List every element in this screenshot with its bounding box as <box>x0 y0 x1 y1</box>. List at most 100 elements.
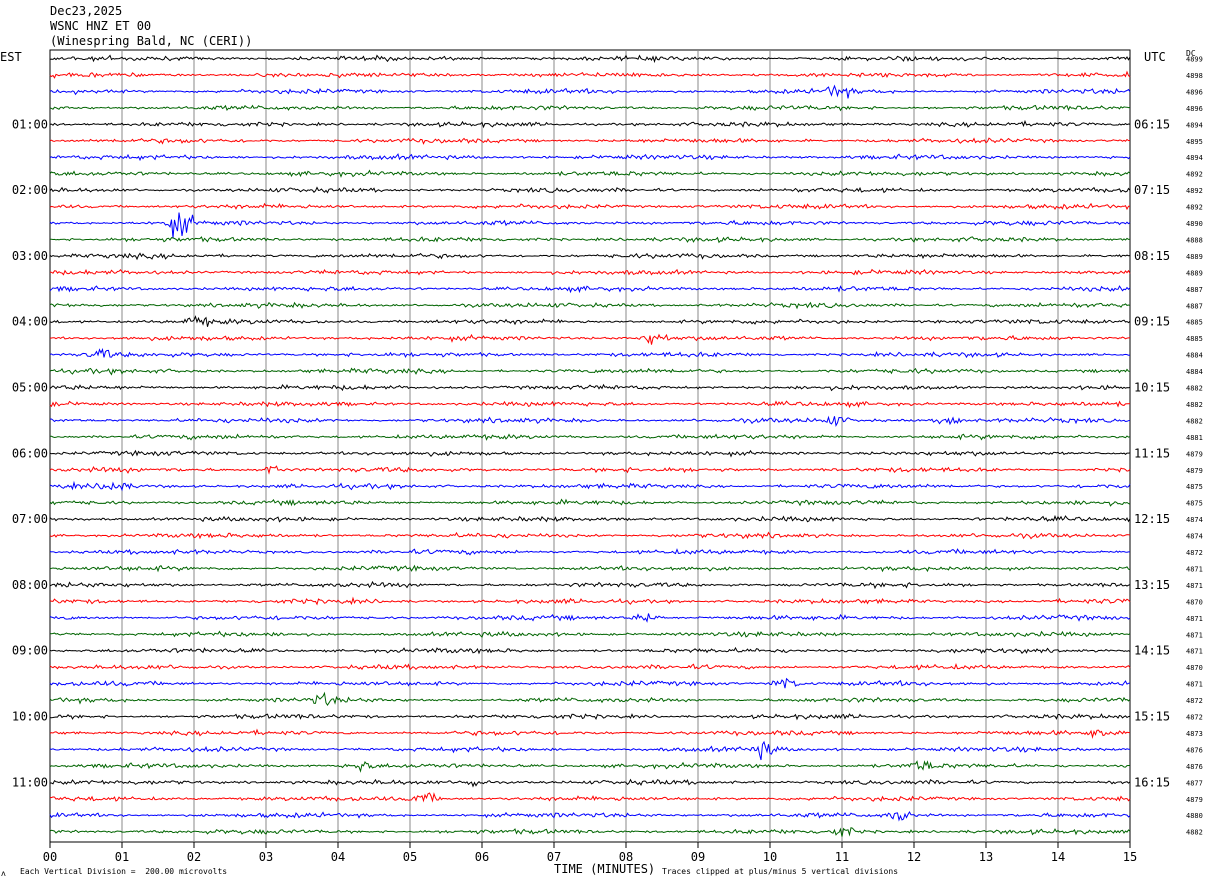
seismic-trace <box>49 119 1131 129</box>
seismic-trace <box>49 415 1131 428</box>
dc-value: 4894 <box>1186 154 1203 162</box>
dc-value: 4871 <box>1186 631 1203 639</box>
seismic-trace <box>49 383 1131 392</box>
x-tick-label: 14 <box>1051 850 1065 864</box>
dc-value: 4895 <box>1186 138 1203 146</box>
seismic-trace <box>49 728 1131 739</box>
seismic-trace <box>49 480 1131 492</box>
seismic-trace <box>50 778 1131 788</box>
plot-frame <box>49 49 1131 843</box>
dc-value: 4875 <box>1186 483 1203 491</box>
utc-hour-label: 07:15 <box>1134 183 1170 197</box>
utc-hour-label: 09:15 <box>1134 315 1170 329</box>
seismic-trace <box>49 84 1131 99</box>
x-tick-label: 08 <box>619 850 633 864</box>
seismic-trace <box>49 54 1131 64</box>
x-tick-label: 15 <box>1123 850 1137 864</box>
seismic-trace <box>49 691 1131 707</box>
seismic-trace <box>49 531 1131 540</box>
x-tick-label: 10 <box>763 850 777 864</box>
dc-value: 4887 <box>1186 302 1203 310</box>
dc-value: 4871 <box>1186 582 1203 590</box>
seismic-trace <box>49 596 1131 606</box>
seismic-trace <box>49 792 1131 803</box>
seismic-trace <box>49 347 1131 359</box>
seismic-trace <box>49 613 1131 623</box>
seismic-trace <box>49 285 1131 294</box>
dc-value: 4871 <box>1186 565 1203 573</box>
left-timezone-label: EST <box>0 50 22 64</box>
est-hour-label: 11:00 <box>12 775 48 789</box>
est-hour-label: 03:00 <box>12 249 48 263</box>
est-hour-label: 09:00 <box>12 644 48 658</box>
corner-mark: ʌ <box>1 869 6 878</box>
header-date: Dec23,2025 <box>50 4 123 18</box>
utc-hour-label: 15:15 <box>1134 710 1170 724</box>
seismic-trace <box>49 70 1131 79</box>
seismic-trace <box>49 630 1131 639</box>
header-location: (Winespring Bald, NC (CERI)) <box>50 34 253 48</box>
x-tick-label: 01 <box>115 850 129 864</box>
x-tick-label: 12 <box>907 850 921 864</box>
dc-value: 4874 <box>1186 516 1203 524</box>
dc-value: 4881 <box>1186 434 1203 442</box>
seismic-trace <box>49 514 1131 523</box>
seismic-trace <box>49 580 1131 590</box>
dc-value: 4879 <box>1186 467 1203 475</box>
x-tick-label: 07 <box>547 850 561 864</box>
dc-value: 4899 <box>1186 56 1203 64</box>
chart-header: Dec23,2025 WSNC HNZ ET 00 (Winespring Bald… <box>50 4 252 49</box>
x-tick-label: 13 <box>979 850 993 864</box>
right-timezone-label: UTC <box>1144 50 1166 64</box>
dc-value: 4872 <box>1186 714 1203 722</box>
utc-hour-label: 13:15 <box>1134 578 1170 592</box>
seismic-trace <box>49 677 1131 689</box>
seismic-trace <box>49 564 1131 573</box>
dc-value: 4871 <box>1186 681 1203 689</box>
dc-value: 4885 <box>1186 319 1203 327</box>
est-hour-label: 08:00 <box>12 578 48 592</box>
seismic-trace <box>50 433 1131 441</box>
dc-value: 4896 <box>1186 105 1203 113</box>
est-hour-label: 10:00 <box>12 710 48 724</box>
seismic-trace <box>49 449 1131 458</box>
utc-hour-label: 08:15 <box>1134 249 1170 263</box>
dc-value: 4888 <box>1186 236 1203 244</box>
utc-hour-label: 10:15 <box>1134 381 1170 395</box>
seismic-trace <box>49 548 1130 556</box>
est-hour-label: 01:00 <box>12 117 48 131</box>
dc-value: 4871 <box>1186 648 1203 656</box>
header-station: WSNC HNZ ET 00 <box>50 19 152 33</box>
seismic-trace <box>49 186 1131 194</box>
dc-value: 4874 <box>1186 533 1203 541</box>
dc-value: 4877 <box>1186 779 1203 787</box>
dc-value: 4882 <box>1186 829 1203 837</box>
dc-value: 4892 <box>1186 204 1203 212</box>
dc-value: 4870 <box>1186 664 1203 672</box>
est-hour-label: 07:00 <box>12 512 48 526</box>
seismic-trace <box>49 202 1130 211</box>
seismic-trace <box>49 465 1131 475</box>
seismic-trace <box>49 212 1131 239</box>
seismic-trace <box>49 301 1131 310</box>
x-tick-label: 05 <box>403 850 417 864</box>
dc-value: 4890 <box>1186 220 1203 228</box>
seismic-trace <box>49 760 1130 773</box>
seismic-trace <box>49 315 1131 327</box>
seismic-trace <box>49 498 1131 507</box>
dc-value: 4876 <box>1186 763 1203 771</box>
seismic-trace <box>49 252 1131 261</box>
seismic-trace <box>49 713 1131 721</box>
utc-hour-label: 14:15 <box>1134 644 1170 658</box>
dc-value: 4872 <box>1186 549 1203 557</box>
seismic-trace <box>49 104 1130 112</box>
utc-hour-label: 16:15 <box>1134 775 1170 789</box>
seismic-trace <box>49 169 1131 178</box>
seismic-trace <box>49 740 1130 761</box>
dc-value: 4882 <box>1186 417 1203 425</box>
dc-column-label: DC <box>1186 49 1196 58</box>
dc-value: 4898 <box>1186 72 1203 80</box>
x-tick-label: 00 <box>43 850 57 864</box>
est-hour-label: 02:00 <box>12 183 48 197</box>
